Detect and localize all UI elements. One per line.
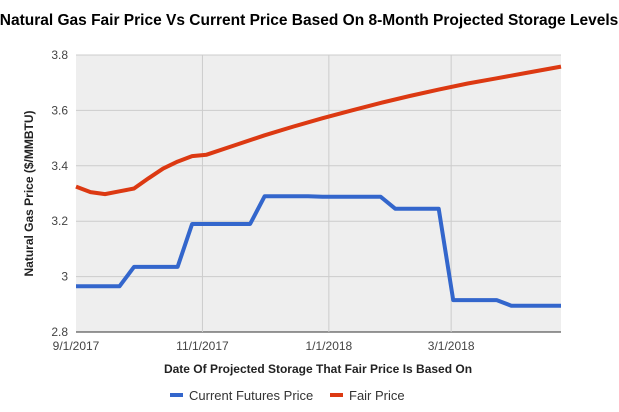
chart-title: Natural Gas Fair Price Vs Current Price …	[0, 12, 618, 29]
y-tick-label: 3.4	[51, 159, 68, 173]
y-tick-label: 3.2	[51, 214, 68, 228]
x-tick-labels: 9/1/2017 11/1/2017 1/1/2018 3/1/2018	[53, 339, 475, 353]
plot-background	[76, 55, 561, 332]
series-line	[76, 194, 561, 308]
x-tick-label: 3/1/2018	[428, 339, 475, 353]
x-tick-label: 1/1/2018	[306, 339, 353, 353]
y-axis-title: Natural Gas Price ($/MMBTU)	[22, 110, 36, 276]
y-tick-label: 3.6	[51, 103, 68, 117]
legend: Current Futures Price Fair Price	[170, 388, 405, 403]
grid	[76, 54, 561, 333]
y-tick-label: 3.8	[51, 48, 68, 62]
series-line	[75, 64, 562, 197]
x-tick-label: 9/1/2017	[53, 339, 100, 353]
y-tick-label: 2.8	[51, 325, 68, 339]
legend-label: Fair Price	[349, 388, 405, 403]
series-lines	[75, 64, 562, 308]
x-axis-title: Date Of Projected Storage That Fair Pric…	[164, 362, 472, 376]
y-tick-label: 3	[61, 270, 68, 284]
x-tick-label: 11/1/2017	[176, 339, 229, 353]
legend-label: Current Futures Price	[189, 388, 313, 403]
y-tick-labels: 2.8 3 3.2 3.4 3.6 3.8	[51, 48, 68, 339]
